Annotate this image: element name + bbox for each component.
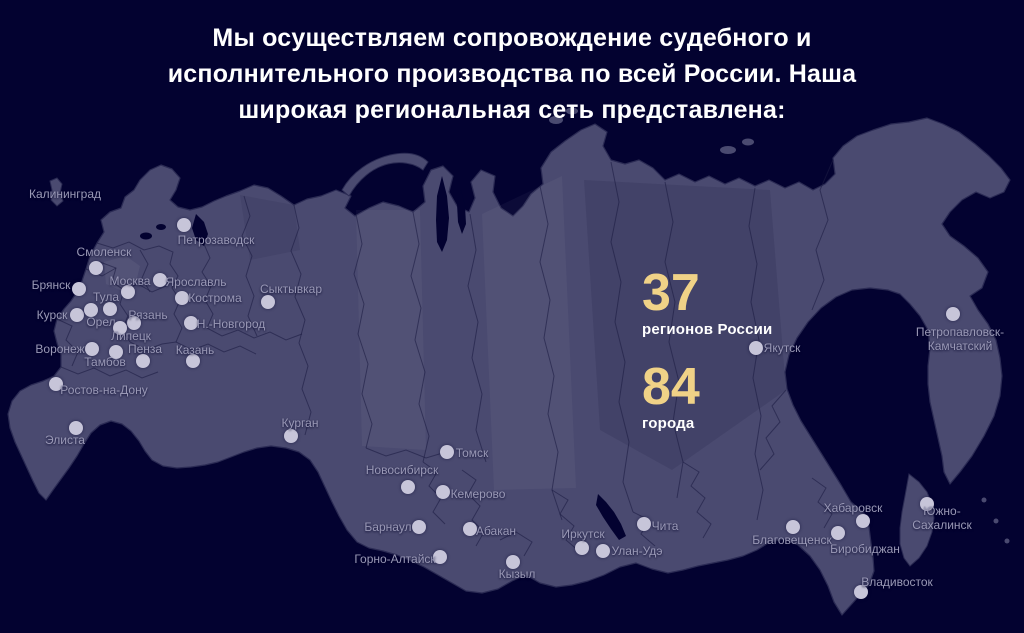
map-novaya-zemlya-island — [341, 152, 429, 197]
stats-block: 37 регионов России 84 города — [642, 264, 862, 456]
city-label: Н.-Новгород — [196, 317, 266, 331]
city-dot[interactable] — [175, 291, 189, 305]
city-label: Биробиджан — [830, 542, 900, 556]
city-dot[interactable] — [284, 429, 298, 443]
city-label: Улан-Удэ — [611, 544, 663, 558]
city-label: Кемерово — [450, 487, 506, 501]
city-dot[interactable] — [575, 541, 589, 555]
city-dot[interactable] — [786, 520, 800, 534]
map-kuril-island — [1004, 538, 1010, 544]
city-dot[interactable] — [109, 345, 123, 359]
city-label: Томск — [455, 446, 489, 460]
city-label: Абакан — [475, 524, 517, 538]
city-dot[interactable] — [70, 308, 84, 322]
map-arctic-island — [720, 146, 736, 154]
city-label: Смоленск — [76, 245, 132, 259]
city-label: Чита — [651, 519, 679, 533]
city-dot[interactable] — [261, 295, 275, 309]
city-dot[interactable] — [433, 550, 447, 564]
city-dot[interactable] — [127, 316, 141, 330]
city-label: Новосибирск — [365, 463, 439, 477]
city-dot[interactable] — [103, 302, 117, 316]
heading-line: Мы осуществляем сопровождение судебного … — [212, 24, 812, 52]
stat-cities-value: 84 — [642, 358, 700, 416]
map-arctic-island — [742, 138, 754, 146]
map-arctic-island — [549, 116, 563, 124]
city-dot[interactable] — [637, 517, 651, 531]
city-label: Иркутск — [561, 527, 605, 541]
city-dot[interactable] — [186, 354, 200, 368]
city-label: Курган — [281, 416, 319, 430]
stat-cities-label: города — [642, 415, 695, 432]
map-arctic-island — [566, 107, 578, 115]
city-dot[interactable] — [121, 285, 135, 299]
water-features — [140, 176, 626, 540]
city-label: Владивосток — [861, 575, 933, 589]
city-dot[interactable] — [856, 514, 870, 528]
city-label: Благовещенск — [752, 533, 832, 547]
city-dot[interactable] — [85, 342, 99, 356]
city-dot[interactable] — [946, 307, 960, 321]
city-dot[interactable] — [49, 377, 63, 391]
city-label: Кызыл — [498, 567, 536, 581]
city-label: Ростов-на-Дону — [60, 383, 148, 397]
city-dot[interactable] — [854, 585, 868, 599]
city-label: Петрозаводск — [177, 233, 255, 247]
city-dot[interactable] — [412, 520, 426, 534]
city-dot[interactable] — [72, 282, 86, 296]
heading-line: исполнительного производства по всей Рос… — [167, 60, 857, 88]
city-dot[interactable] — [136, 354, 150, 368]
region-borders — [56, 159, 834, 557]
city-dot[interactable] — [89, 261, 103, 275]
city-dot[interactable] — [113, 321, 127, 335]
city-dot[interactable] — [831, 526, 845, 540]
map-kaliningrad-exclave — [49, 177, 64, 207]
map-kuril-island — [993, 518, 999, 524]
map-kuril-island — [981, 497, 987, 503]
city-dot[interactable] — [184, 316, 198, 330]
city-label: Элиста — [45, 433, 85, 447]
city-label: Курск — [36, 308, 68, 322]
stat-cities: 84 города — [642, 358, 862, 432]
city-dot[interactable] — [506, 555, 520, 569]
stat-regions-label: регионов России — [642, 321, 773, 338]
city-label: Брянск — [31, 278, 71, 292]
city-dot[interactable] — [436, 485, 450, 499]
section-heading: Мы осуществляем сопровождение судебного … — [0, 20, 1024, 128]
city-dot[interactable] — [440, 445, 454, 459]
city-label: Южно-Сахалинск — [912, 504, 972, 532]
heading-line: широкая региональная сеть представлена: — [238, 96, 786, 124]
stat-regions-value: 37 — [642, 264, 700, 322]
city-label: Орел — [86, 315, 116, 329]
city-dot[interactable] — [401, 480, 415, 494]
city-dot[interactable] — [596, 544, 610, 558]
region-tints — [104, 176, 786, 490]
city-label: Воронеж — [35, 342, 85, 356]
city-dot[interactable] — [177, 218, 191, 232]
city-label: Барнаул — [364, 520, 412, 534]
city-dot[interactable] — [920, 497, 934, 511]
city-dot[interactable] — [463, 522, 477, 536]
city-label: Сыктывкар — [259, 282, 323, 296]
city-dot[interactable] — [84, 303, 98, 317]
city-dot[interactable] — [749, 341, 763, 355]
city-dot[interactable] — [69, 421, 83, 435]
city-label: Петропавловск- Камчатский — [915, 325, 1005, 353]
city-label: Калининград — [28, 187, 102, 201]
city-dot[interactable] — [153, 273, 167, 287]
stat-regions: 37 регионов России — [642, 264, 862, 338]
city-label: Кострома — [188, 291, 242, 305]
city-label: Горно-Алтайск — [354, 552, 436, 566]
map-mainland — [7, 117, 1011, 616]
city-label: Хабаровск — [823, 501, 883, 515]
city-label: Ярославль — [165, 275, 227, 289]
